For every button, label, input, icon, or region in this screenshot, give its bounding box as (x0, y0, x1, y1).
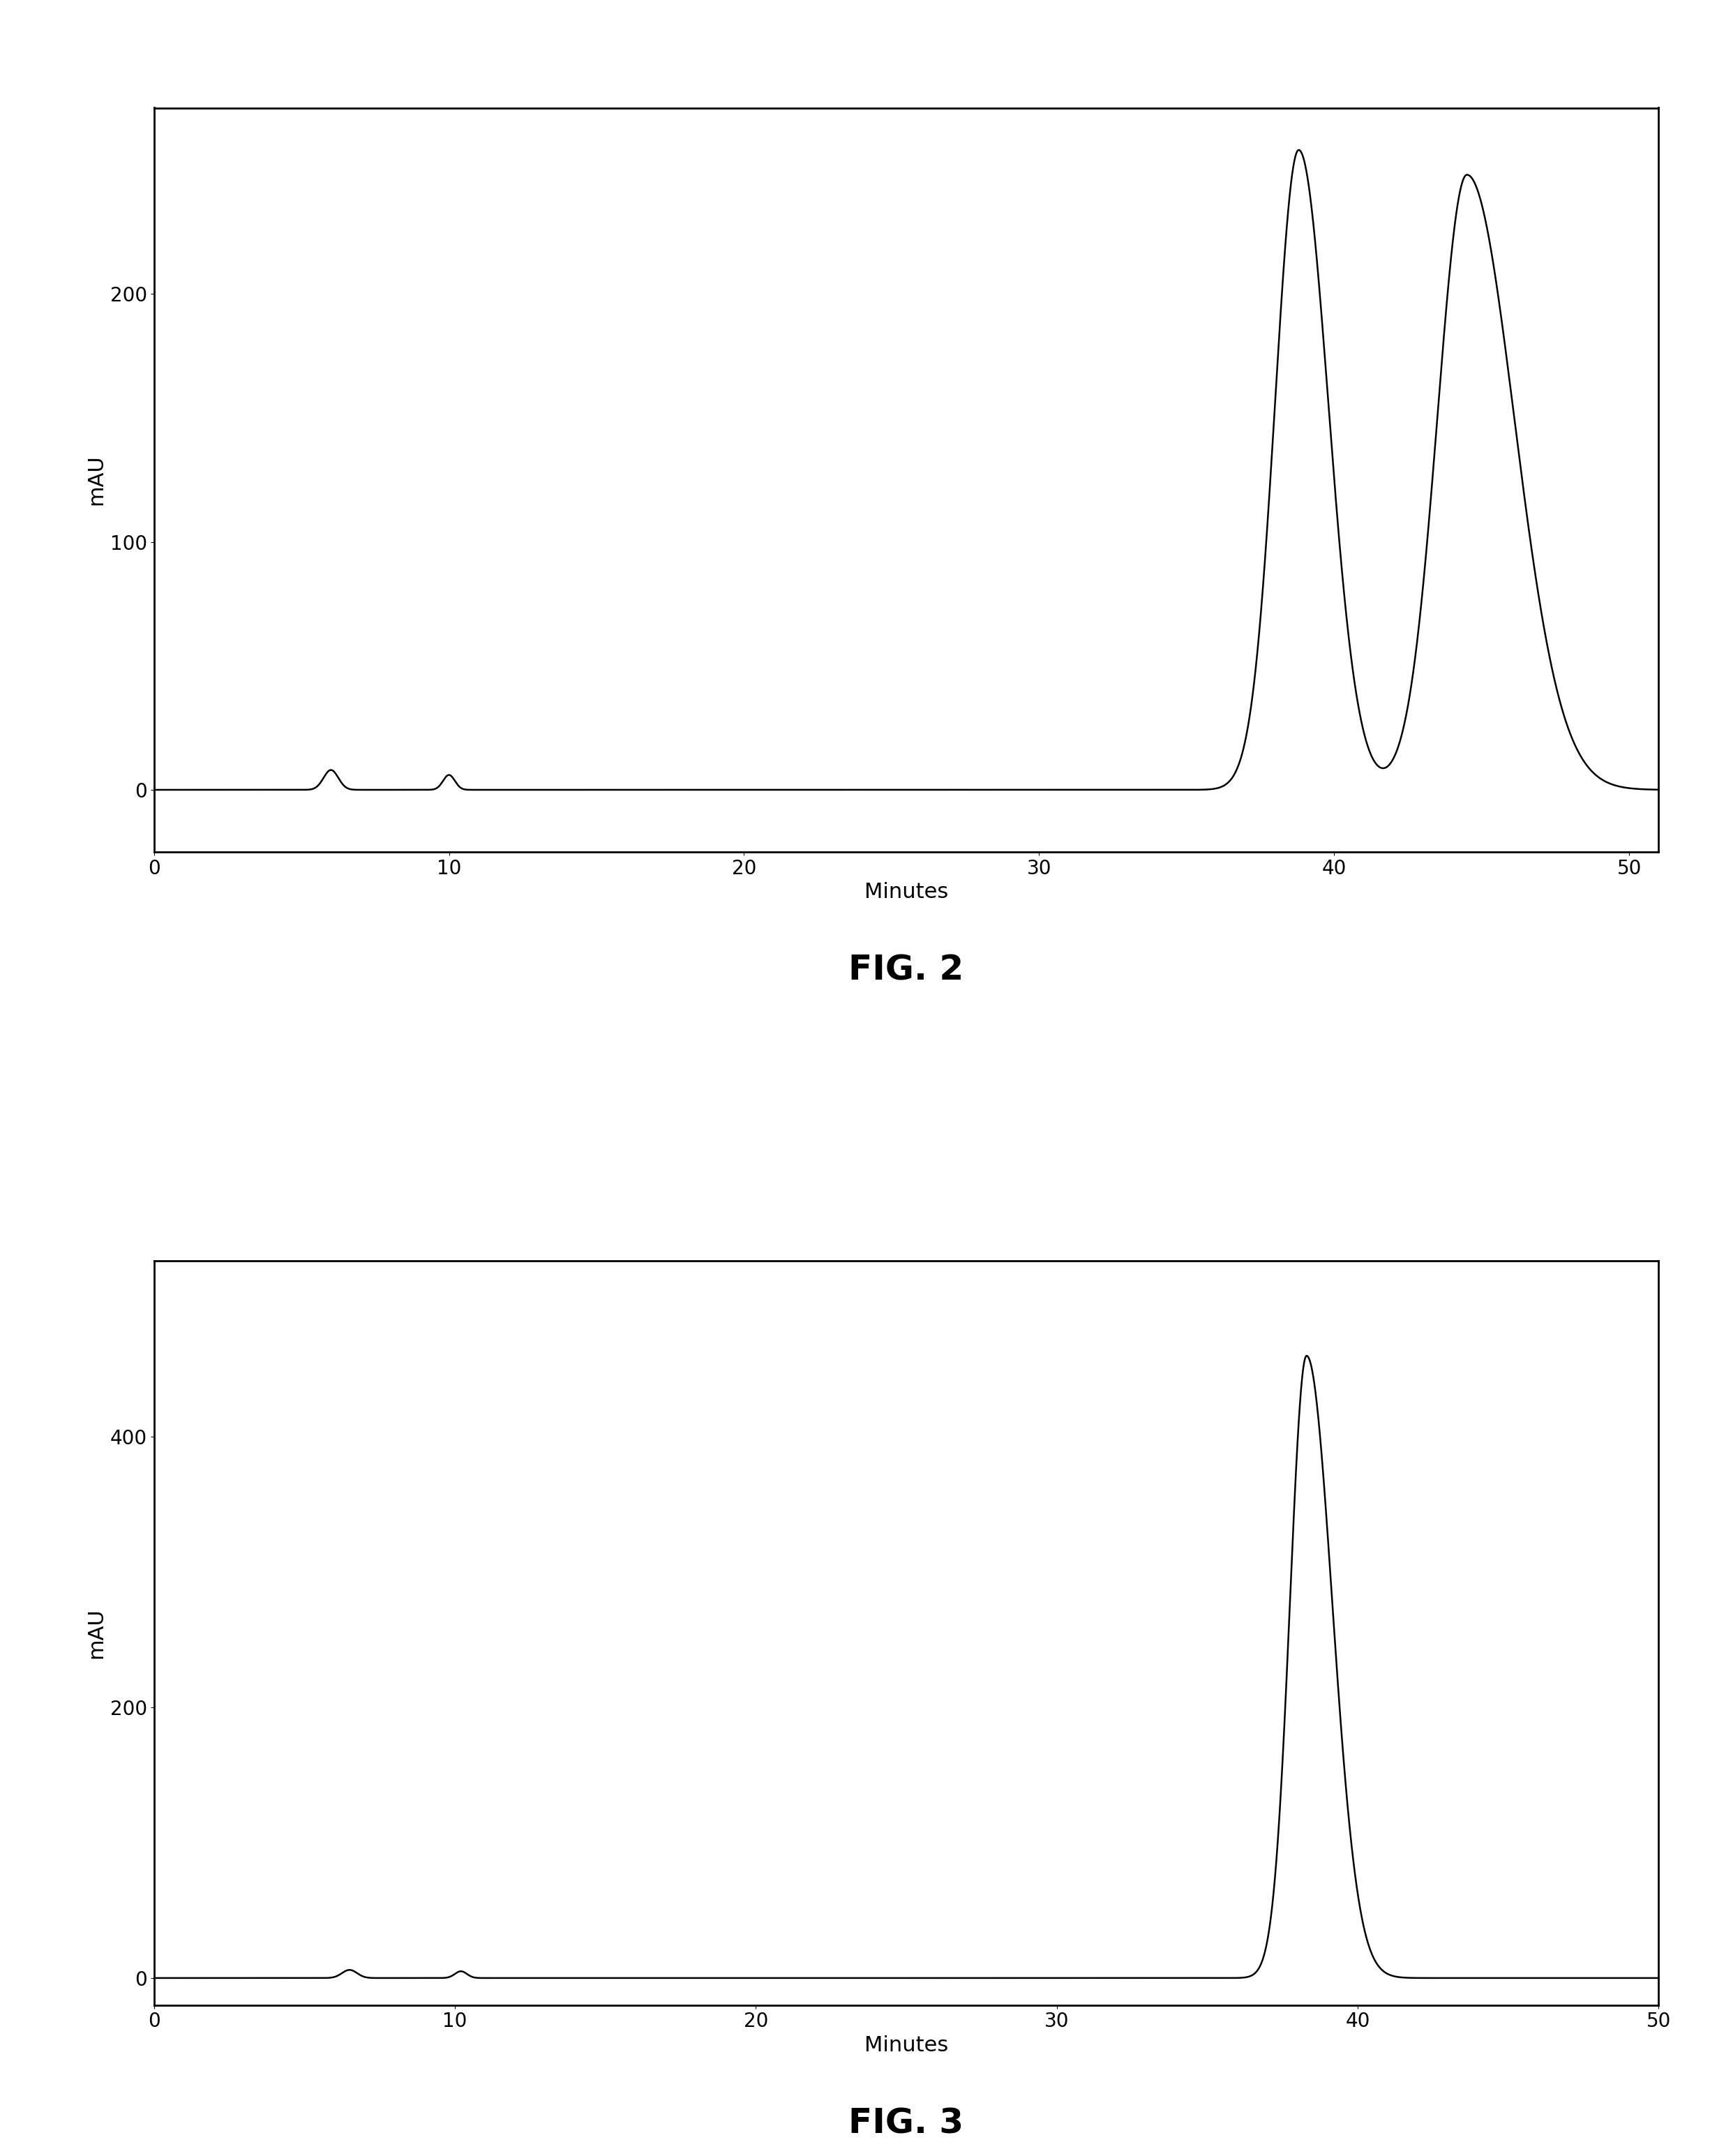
Text: FIG. 3: FIG. 3 (848, 2106, 964, 2141)
Y-axis label: mAU: mAU (86, 1608, 106, 1658)
Y-axis label: mAU: mAU (86, 455, 106, 505)
X-axis label: Minutes: Minutes (864, 882, 949, 901)
X-axis label: Minutes: Minutes (864, 2035, 949, 2055)
Text: FIG. 2: FIG. 2 (848, 953, 964, 987)
